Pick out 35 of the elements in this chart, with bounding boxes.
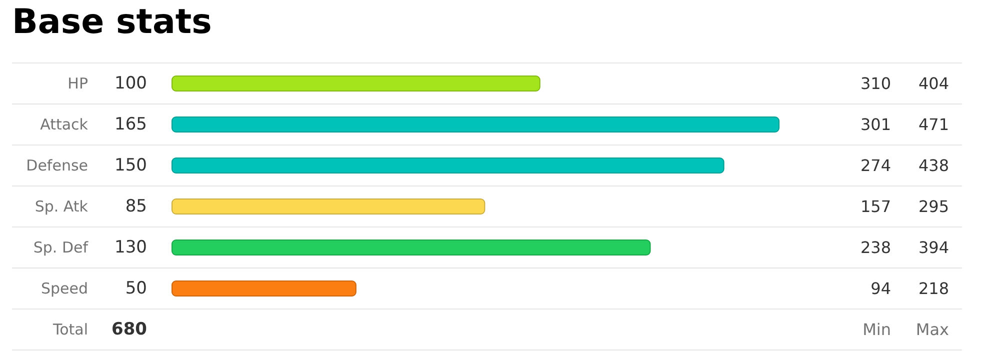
text: 157 bbox=[860, 197, 891, 216]
y-tick-label: Speed bbox=[40, 280, 88, 298]
data-label: 165 bbox=[114, 114, 147, 134]
text: 238 bbox=[860, 238, 891, 257]
y-tick-label: Defense bbox=[26, 156, 88, 174]
bar bbox=[172, 280, 356, 296]
bar bbox=[172, 76, 540, 92]
text: 94 bbox=[870, 279, 891, 298]
text: 310 bbox=[860, 74, 891, 93]
bar bbox=[172, 158, 724, 174]
data-label: 85 bbox=[125, 196, 147, 216]
text: 274 bbox=[860, 156, 891, 175]
y-tick-label: Sp. Def bbox=[33, 238, 89, 256]
y-tick-label: HP bbox=[68, 74, 88, 92]
text: Max bbox=[916, 320, 949, 339]
text: 680 bbox=[112, 320, 147, 340]
bar bbox=[172, 198, 486, 214]
text: 438 bbox=[918, 156, 949, 175]
text: 471 bbox=[918, 115, 949, 134]
y-tick-label: Attack bbox=[40, 116, 88, 134]
chart-title: Base stats bbox=[12, 2, 212, 42]
text: 301 bbox=[860, 115, 891, 134]
text: 295 bbox=[918, 197, 949, 216]
y-tick-label: Sp. Atk bbox=[34, 198, 88, 216]
data-label: 130 bbox=[114, 238, 147, 258]
text: 394 bbox=[918, 238, 949, 257]
text: 404 bbox=[918, 74, 949, 93]
bar bbox=[172, 240, 651, 256]
data-label: 50 bbox=[125, 278, 147, 298]
data-label: 100 bbox=[114, 74, 147, 94]
bar bbox=[172, 116, 780, 132]
text: Min bbox=[862, 320, 891, 339]
text: 218 bbox=[918, 279, 949, 298]
y-tick-label: Total bbox=[52, 320, 88, 338]
data-label: 150 bbox=[114, 156, 147, 176]
